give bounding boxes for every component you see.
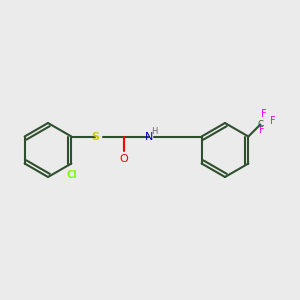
Text: Cl: Cl — [66, 169, 77, 179]
Text: O: O — [119, 154, 128, 164]
Text: S: S — [92, 131, 99, 142]
Text: N: N — [145, 131, 154, 142]
Text: F: F — [261, 109, 266, 119]
Text: H: H — [151, 128, 157, 136]
Text: F: F — [270, 116, 275, 127]
Text: F: F — [259, 125, 265, 136]
Text: C: C — [257, 120, 263, 129]
